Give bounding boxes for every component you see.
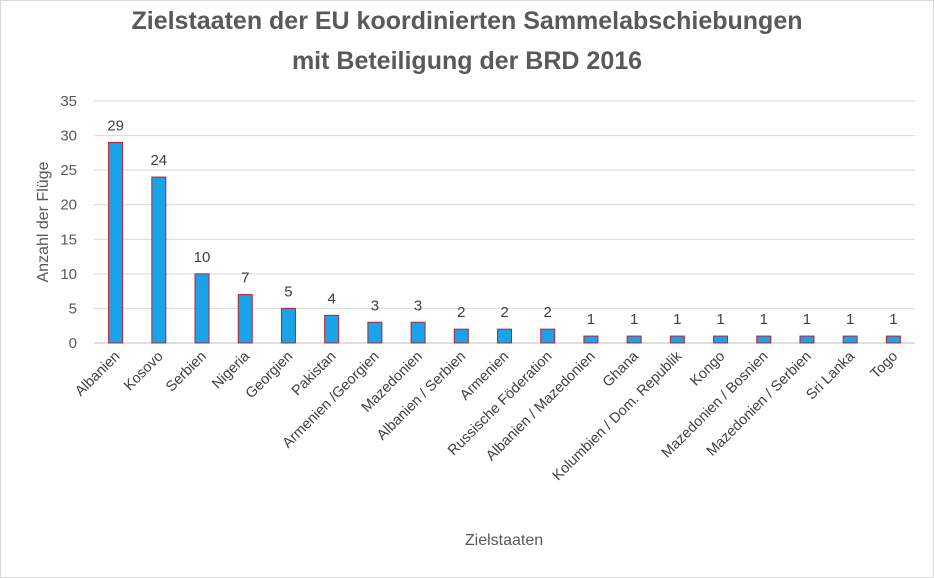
bar	[497, 328, 512, 344]
data-label: 29	[107, 117, 124, 134]
y-tick-label: 15	[60, 231, 77, 248]
data-label: 2	[544, 304, 552, 321]
y-axis-ticks: 0 5 10 15 20 25 30 35	[60, 93, 77, 352]
x-tick-label: Sri Lanka	[803, 348, 858, 403]
x-tick-label: Kongo	[687, 349, 728, 390]
gridlines	[94, 100, 915, 344]
data-label: 1	[846, 311, 854, 328]
y-tick-label: 5	[69, 300, 77, 317]
x-tick-label: Serbien	[163, 349, 210, 396]
y-tick-label: 10	[60, 266, 77, 283]
x-tick-label: Kosovo	[121, 349, 167, 395]
bar	[280, 307, 296, 344]
y-tick-label: 0	[69, 335, 77, 352]
x-tick-label: Ghana	[600, 348, 643, 391]
data-label: 1	[760, 311, 768, 328]
y-tick-label: 25	[60, 162, 77, 179]
bar	[237, 294, 253, 344]
y-axis-title: Anzahl der Flüge	[35, 161, 52, 282]
x-tick-label: Georgien	[243, 349, 296, 402]
y-tick-label: 20	[60, 197, 77, 214]
data-label: 5	[284, 283, 292, 300]
data-label: 24	[150, 152, 167, 169]
bar	[410, 321, 426, 344]
bar	[626, 335, 642, 344]
bar	[885, 335, 901, 344]
bar	[540, 328, 556, 344]
data-label: 7	[241, 270, 249, 287]
chart-title-line-2: mit Beteiligung der BRD 2016	[292, 47, 642, 75]
x-tick-label: Togo	[868, 349, 902, 383]
data-label: 1	[587, 311, 595, 328]
data-label: 1	[803, 311, 811, 328]
bar	[324, 314, 340, 344]
bars	[108, 141, 901, 344]
data-label: 1	[716, 311, 724, 328]
bar	[108, 141, 124, 344]
data-label: 2	[500, 304, 508, 321]
data-labels: 29 24 10 7 5 4 3 3 2 2 2 1 1 1 1 1 1 1 1	[107, 117, 897, 328]
data-label: 2	[457, 304, 465, 321]
bar	[842, 335, 858, 344]
bar	[453, 328, 469, 344]
bar	[367, 321, 383, 344]
x-axis-title: Zielstaaten	[465, 532, 543, 549]
chart-title-line-1: Zielstaaten der EU koordinierten Sammela…	[131, 7, 802, 35]
data-label: 1	[630, 311, 638, 328]
bar	[151, 176, 167, 344]
bar	[194, 273, 210, 344]
data-label: 4	[327, 290, 335, 307]
data-label: 1	[889, 311, 897, 328]
data-label: 1	[673, 311, 681, 328]
bar	[583, 335, 599, 344]
x-tick-label: Albanien	[72, 349, 123, 400]
y-tick-label: 35	[60, 93, 77, 110]
bar	[713, 335, 729, 344]
bar	[799, 335, 815, 344]
data-label: 3	[371, 297, 379, 314]
data-label: 10	[194, 249, 211, 266]
data-label: 3	[414, 297, 422, 314]
bar	[756, 335, 772, 344]
y-tick-label: 30	[60, 128, 77, 145]
bar	[669, 335, 685, 344]
